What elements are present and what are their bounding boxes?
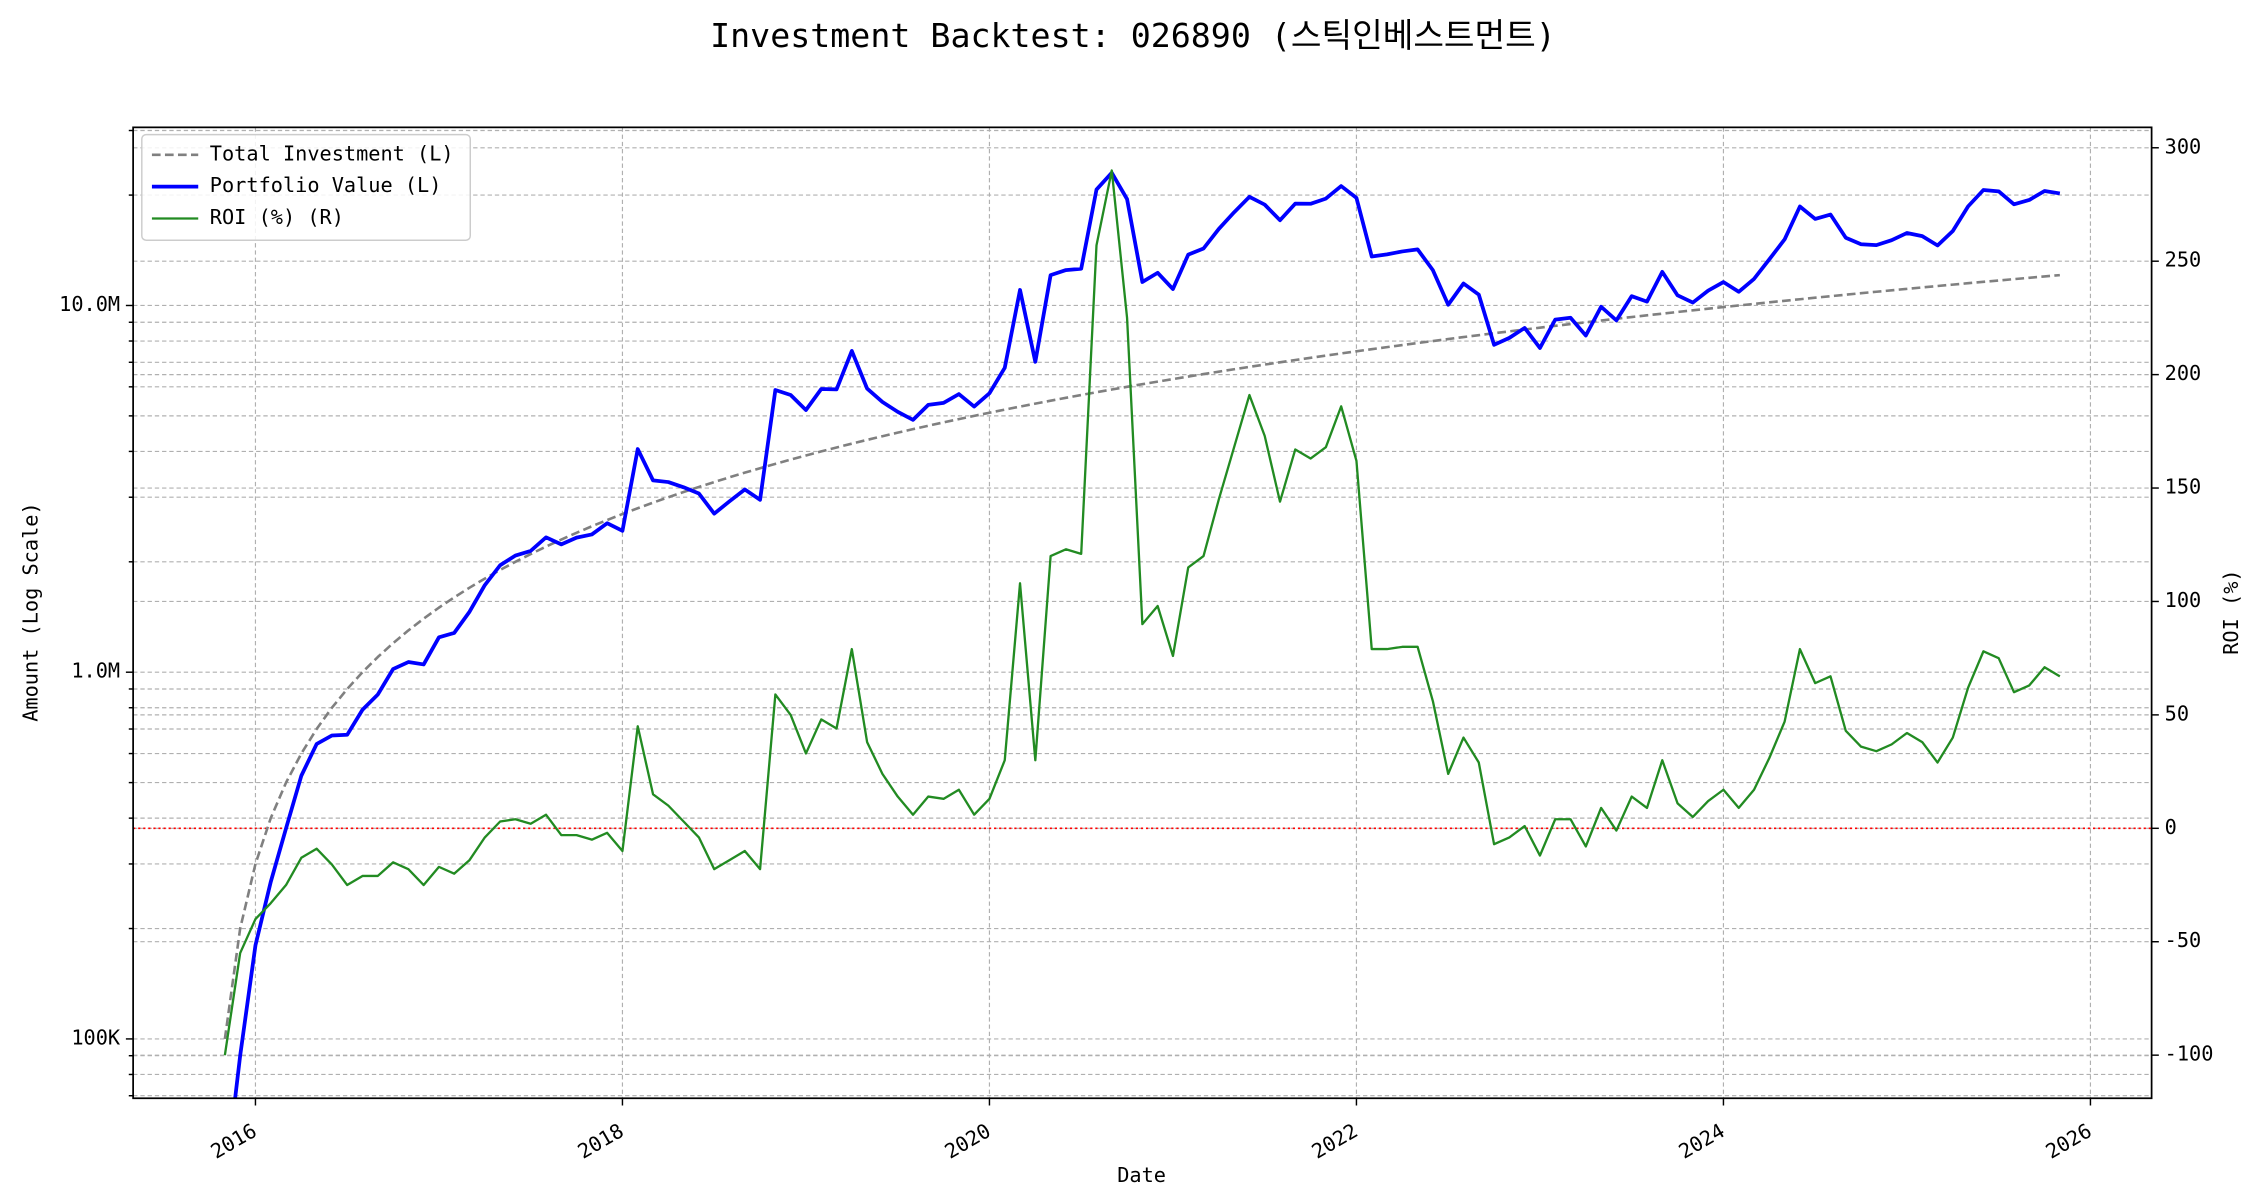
series-line (223, 273, 2060, 1040)
y-tick-label: 100K (71, 1025, 121, 1049)
axes: 2016 2018 2020 2022 2024 2026100K1.0M10.0M-10… (59, 129, 2214, 1164)
plot-frame (132, 126, 2153, 1100)
y2-tick-label: 50 (2165, 701, 2189, 725)
series-line (223, 169, 2061, 1056)
y-tick-label: 10.0M (59, 292, 120, 316)
y-axis-label: Amount (Log Scale) (18, 502, 42, 721)
y2-tick-label: 100 (2165, 588, 2202, 612)
y2-axis-label: ROI (%) (2219, 569, 2243, 654)
legend-label: ROI (%) (R) (210, 205, 344, 229)
y2-tick-label: -50 (2165, 928, 2202, 952)
x-axis-label: Date (1117, 1163, 1166, 1187)
y2-tick-label: -100 (2165, 1042, 2214, 1066)
legend-label: Total Investment (L) (210, 141, 454, 165)
y2-tick-label: 300 (2165, 134, 2202, 158)
y-tick-label: 1.0M (71, 659, 120, 683)
chart-title: Investment Backtest: 026890 (스틱인베스트먼트) (710, 16, 1556, 55)
plot-area (133, 169, 2152, 1099)
series-line (233, 170, 2061, 1099)
y2-tick-label: 200 (2165, 361, 2202, 385)
y2-tick-label: 0 (2165, 815, 2177, 839)
legend: Total Investment (L) Portfolio Value (L) R… (141, 133, 471, 241)
grid (133, 127, 2152, 1099)
legend-box (141, 133, 471, 241)
legend-label: Portfolio Value (L) (210, 173, 442, 197)
y2-tick-label: 150 (2165, 475, 2202, 499)
y2-tick-label: 250 (2165, 248, 2202, 272)
